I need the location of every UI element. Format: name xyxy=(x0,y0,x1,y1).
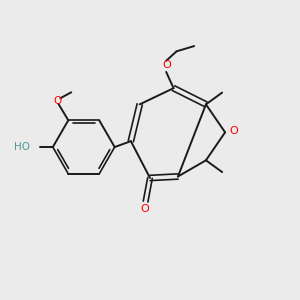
Text: HO: HO xyxy=(14,142,30,152)
Text: O: O xyxy=(140,204,149,214)
Text: O: O xyxy=(229,126,238,136)
Text: O: O xyxy=(53,96,62,106)
Text: O: O xyxy=(162,61,171,70)
